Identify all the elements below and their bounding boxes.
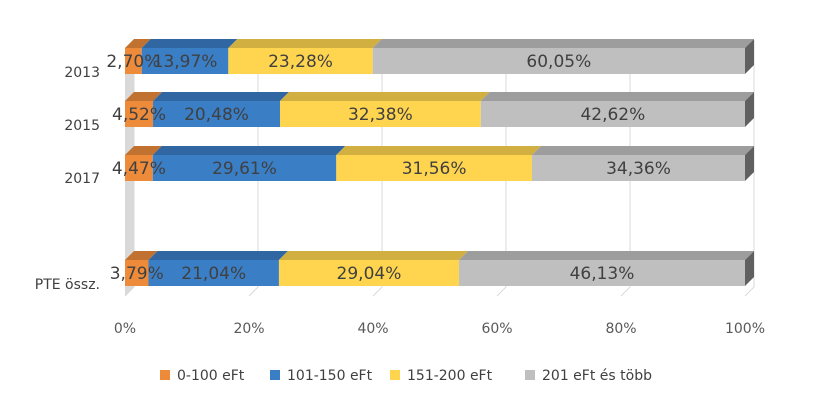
bar-segment [153, 101, 280, 127]
bar-top [153, 92, 289, 101]
data-label: 2,70% [106, 52, 160, 72]
data-label: 23,28% [268, 52, 333, 72]
bar-segment [531, 155, 745, 181]
bar-segment [125, 260, 149, 286]
bar-segment [336, 155, 532, 181]
bar-side [745, 92, 754, 127]
bar-segment [458, 260, 745, 286]
bar-segment [480, 101, 745, 127]
bar-top [141, 39, 238, 48]
category-label: 2015 [64, 118, 100, 134]
bar-segment [125, 155, 153, 181]
gridline-floor [372, 286, 383, 297]
legend-swatch [525, 370, 535, 380]
data-label: 46,13% [570, 264, 635, 284]
legend-label: 0-100 eFt [177, 368, 245, 384]
data-label: 3,79% [110, 264, 164, 284]
bar-segment [372, 48, 745, 74]
legend-label: 151-200 eFt [407, 368, 493, 384]
legend-swatch [160, 370, 170, 380]
gridline-floor [248, 286, 259, 297]
bar-side [745, 39, 754, 74]
bar-segment [125, 48, 142, 74]
gridline-floor [496, 286, 507, 297]
category-label: 2013 [64, 65, 100, 81]
x-tick-label: 0% [114, 321, 136, 337]
data-label: 60,05% [526, 52, 591, 72]
data-label: 13,97% [153, 52, 218, 72]
legend-swatch [390, 370, 400, 380]
legend-swatch [270, 370, 280, 380]
bar-segment [228, 48, 373, 74]
x-tick-label: 20% [233, 321, 264, 337]
data-label: 31,56% [402, 159, 467, 179]
bar-top [278, 251, 468, 260]
gridline-floor [744, 286, 755, 297]
data-label: 34,36% [606, 159, 671, 179]
bar-top [125, 146, 162, 155]
bar-top [152, 146, 346, 155]
bar-segment [148, 260, 279, 286]
bar-segment [280, 101, 481, 127]
data-label: 32,38% [348, 105, 413, 125]
data-label: 29,04% [337, 264, 402, 284]
data-label: 4,47% [112, 159, 166, 179]
bar-top [125, 251, 158, 260]
x-tick-label: 40% [357, 321, 388, 337]
x-tick-label: 100% [725, 321, 765, 337]
data-label: 42,62% [580, 105, 645, 125]
bar-segment [125, 101, 154, 127]
x-tick-label: 60% [481, 321, 512, 337]
bar-top [228, 39, 382, 48]
data-label: 21,04% [181, 264, 246, 284]
bar-top [280, 92, 490, 101]
legend-label: 201 eFt és több [542, 368, 652, 384]
bar-top [531, 146, 754, 155]
category-label: 2017 [64, 171, 100, 187]
bar-segment [278, 260, 459, 286]
data-label: 20,48% [184, 105, 249, 125]
category-label: PTE össz. [35, 277, 100, 293]
data-label: 29,61% [212, 159, 277, 179]
bar-segment [141, 48, 229, 74]
bar-side [745, 146, 754, 181]
bar-top [125, 39, 151, 48]
bar-top [458, 251, 754, 260]
legend-label: 101-150 eFt [287, 368, 373, 384]
bar-top [372, 39, 754, 48]
bar-segment [152, 155, 337, 181]
bar-top [336, 146, 541, 155]
gridline-floor [620, 286, 631, 297]
bar-top [125, 92, 163, 101]
x-tick-label: 80% [605, 321, 636, 337]
bar-top [480, 92, 754, 101]
bar-side [745, 251, 754, 286]
bar-top [148, 251, 288, 260]
data-label: 4,52% [112, 105, 166, 125]
